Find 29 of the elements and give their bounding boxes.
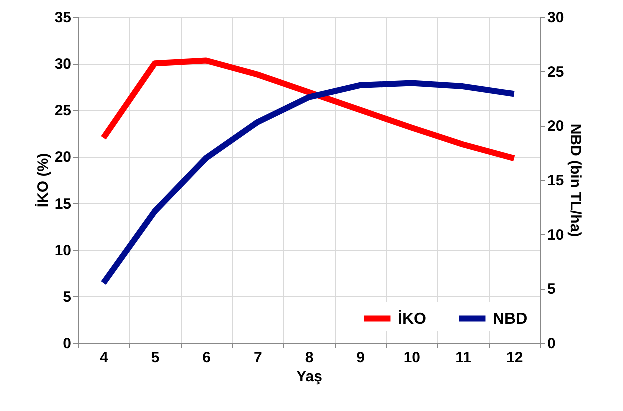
y2-tick-label: 0	[548, 336, 556, 352]
x-tick-label: 11	[456, 350, 472, 366]
y-tick-label: 25	[54, 102, 72, 120]
legend-label: İKO	[398, 310, 426, 328]
y-tick-label: 10	[54, 242, 72, 260]
x-tick-label: 10	[404, 350, 421, 366]
y-tick-label: 15	[54, 196, 72, 213]
x-tick-label: 5	[151, 350, 160, 366]
x-tick-label: 6	[202, 350, 212, 366]
x-tick-label: 12	[506, 350, 524, 366]
y-tick-label: 5	[63, 288, 72, 306]
y2-tick-label: 10	[548, 226, 564, 244]
y-tick-label: 0	[63, 336, 72, 352]
y2-tick-label: 20	[548, 118, 564, 136]
y2-tick-label: 30	[548, 10, 564, 26]
y2-tick-label: 5	[548, 281, 556, 298]
x-axis-title: Yaş	[296, 368, 322, 386]
x-tick-label: 7	[254, 350, 262, 366]
y-tick-label: 30	[54, 56, 72, 74]
y2-tick-label: 25	[548, 64, 564, 81]
y-tick-label: 35	[54, 10, 72, 26]
y-axis-title: İKO (%)	[34, 153, 52, 208]
y2-tick-label: 15	[548, 172, 564, 190]
x-tick-label: 9	[356, 350, 366, 366]
x-tick-label: 4	[100, 350, 109, 366]
legend-label: NBD	[493, 310, 528, 328]
y-tick-label: 20	[54, 149, 72, 166]
x-tick-label: 8	[305, 350, 314, 366]
y2-axis-title: NBD (bin TL/ha)	[567, 124, 584, 238]
